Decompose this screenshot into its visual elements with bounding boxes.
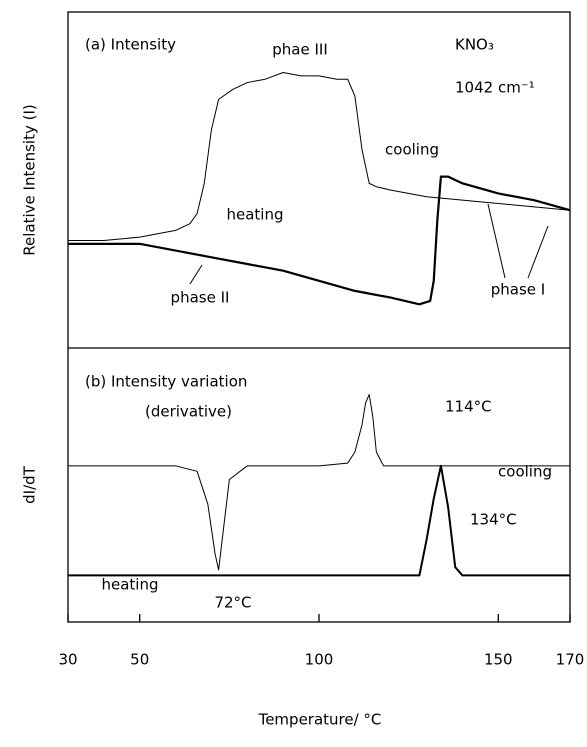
x-tick-label: 170 [556, 651, 585, 669]
leader-line [487, 203, 506, 279]
y-axis-label: dI/dT [21, 465, 39, 504]
series-label: cooling [385, 141, 439, 159]
annotation: (a) Intensity [85, 36, 176, 54]
series-label: heating [226, 206, 283, 224]
annotation: 114°C [445, 398, 492, 416]
x-tick-label: 100 [305, 651, 334, 669]
x-tick-label: 50 [130, 651, 149, 669]
x-axis-label: Temperature/ °C [258, 711, 382, 729]
annotation: (derivative) [145, 403, 232, 421]
plot-frame [67, 11, 571, 623]
data-line [68, 71, 571, 241]
data-line [68, 394, 570, 571]
annotation: phase I [491, 281, 545, 299]
series-label: cooling [498, 463, 552, 481]
x-tick-label: 150 [484, 651, 513, 669]
series-label: heating [101, 576, 158, 594]
y-axis-label: Relative Intensity (I) [21, 104, 39, 255]
leader-line [527, 225, 549, 279]
annotation: 72°C [214, 594, 251, 612]
leader-line [189, 264, 203, 285]
annotation: phase II [171, 289, 230, 307]
annotation: 134°C [470, 511, 517, 529]
x-tick-label: 30 [58, 651, 77, 669]
annotation: (b) Intensity variation [85, 373, 247, 391]
annotation: 1042 cm⁻¹ [455, 79, 535, 97]
data-line [68, 464, 570, 577]
annotation: phae III [272, 41, 328, 59]
data-line [68, 175, 571, 306]
annotation: KNO₃ [455, 36, 494, 54]
